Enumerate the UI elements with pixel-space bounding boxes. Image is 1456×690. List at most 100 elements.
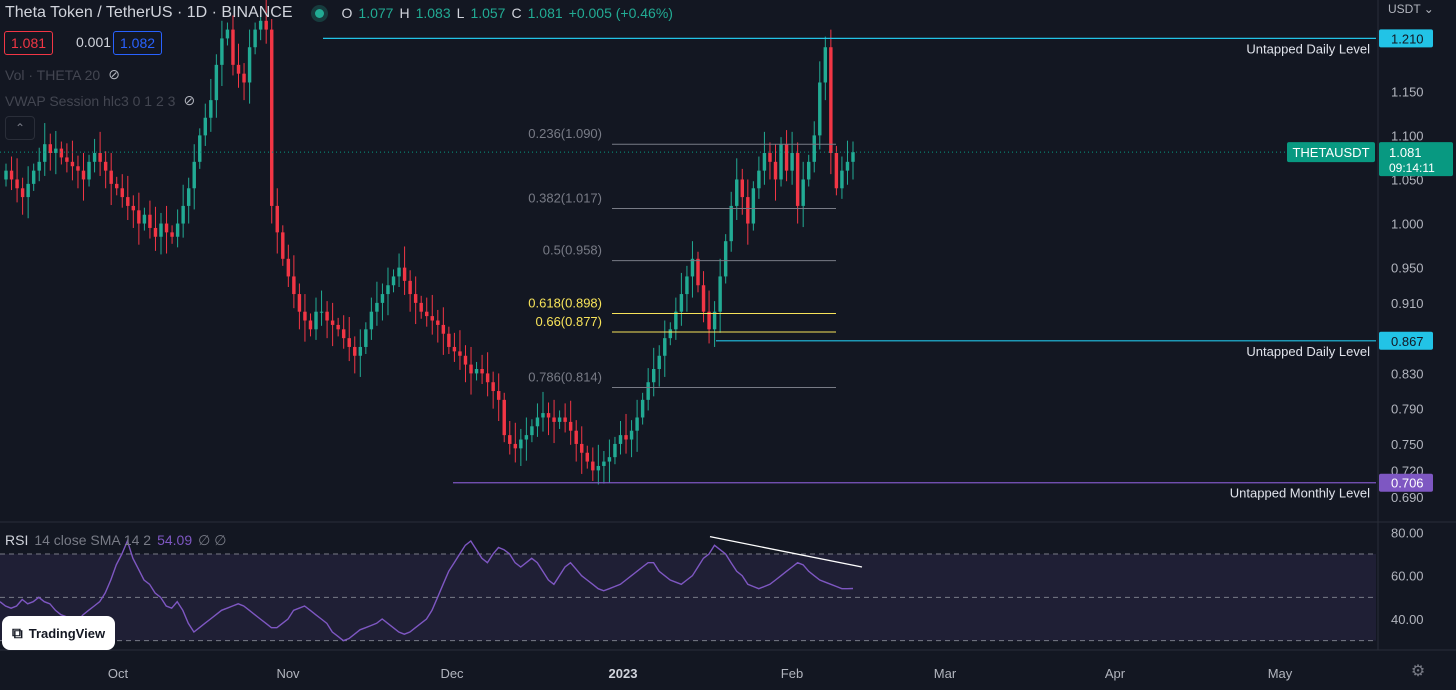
eye-hidden-icon[interactable]: ⊘ xyxy=(183,92,196,108)
candle-body xyxy=(502,399,506,436)
candle-body xyxy=(591,461,595,471)
candle-body xyxy=(806,161,811,180)
rsi-tick-label: 60.00 xyxy=(1391,569,1424,584)
candle-body xyxy=(580,443,584,453)
candle-body xyxy=(508,435,512,444)
candle-body xyxy=(247,47,252,83)
currency-selector[interactable]: USDT ⌄ xyxy=(1388,2,1434,16)
candle-body xyxy=(43,144,47,162)
candle-body xyxy=(596,465,601,471)
chevron-up-icon: ⌃ xyxy=(14,121,26,135)
candle-body xyxy=(552,417,556,422)
candle-body xyxy=(358,346,363,356)
candle-body xyxy=(845,161,850,171)
candle-body xyxy=(485,373,490,383)
candle-body xyxy=(463,355,468,365)
tradingview-logo[interactable]: ⧉ TradingView xyxy=(2,616,116,650)
candle-body xyxy=(87,161,91,180)
rsi-extras: ∅ ∅ xyxy=(198,532,227,548)
candle-body xyxy=(308,320,313,330)
candle-body xyxy=(480,369,484,374)
candle-body xyxy=(148,214,152,228)
candle-body xyxy=(829,47,833,154)
market-open-indicator xyxy=(314,8,324,18)
price-tick-label: 0.950 xyxy=(1391,261,1424,276)
candle-body xyxy=(297,294,302,312)
candle-body xyxy=(436,320,440,325)
eye-hidden-icon[interactable]: ⊘ xyxy=(108,66,120,82)
candle-body xyxy=(4,170,8,180)
level-price-tag xyxy=(1379,473,1433,492)
rsi-legend[interactable]: RSI 14 close SMA 14 2 54.09 ∅ ∅ xyxy=(5,532,226,549)
candle-body xyxy=(790,153,794,171)
candle-body xyxy=(568,421,573,431)
candle-body xyxy=(402,267,407,281)
price-tick-label: 1.050 xyxy=(1391,172,1424,187)
candle-body xyxy=(65,157,69,162)
candle-body xyxy=(115,183,119,189)
high-label: H xyxy=(399,5,410,21)
candle-body xyxy=(812,135,816,162)
candle-body xyxy=(535,417,540,427)
candle-body xyxy=(31,170,36,184)
volume-indicator-legend[interactable]: Vol · THETA 20 ⊘ xyxy=(5,66,120,83)
collapse-legend-button[interactable]: ⌃ xyxy=(5,116,35,140)
candle-body xyxy=(225,29,230,39)
candle-body xyxy=(712,311,717,330)
candle-body xyxy=(762,153,767,171)
candle-body xyxy=(341,329,346,339)
candle-body xyxy=(447,333,451,347)
candle-body xyxy=(635,417,639,431)
candle-body xyxy=(81,170,86,180)
level-price-tag xyxy=(1379,331,1433,350)
candle-body xyxy=(679,294,684,312)
candle-body xyxy=(258,20,263,30)
currency-label: USDT xyxy=(1388,2,1421,16)
buy-button[interactable]: 1.082 xyxy=(113,31,163,55)
open-label: O xyxy=(341,5,353,21)
candle-body xyxy=(131,205,136,211)
candle-body xyxy=(640,399,645,418)
candle-body xyxy=(170,232,174,237)
candle-body xyxy=(519,439,523,449)
candle-body xyxy=(408,280,412,295)
candle-body xyxy=(92,153,97,162)
candle-body xyxy=(48,144,53,154)
open-value: 1.077 xyxy=(358,5,394,21)
chevron-down-icon: ⌄ xyxy=(1423,2,1434,16)
candle-body xyxy=(651,369,656,383)
level-label: Untapped Monthly Level xyxy=(1230,486,1370,501)
vwap-indicator-legend[interactable]: VWAP Session hlc3 0 1 2 3 ⊘ xyxy=(5,92,195,109)
candle-body xyxy=(347,338,351,347)
candle-body xyxy=(430,316,434,321)
time-tick-label: Oct xyxy=(108,666,129,681)
candle-body xyxy=(413,294,418,303)
rsi-value: 54.09 xyxy=(157,532,193,548)
candle-body xyxy=(629,430,634,440)
gear-icon[interactable]: ⚙ xyxy=(1410,663,1426,680)
candle-body xyxy=(768,153,772,162)
volume-indicator-label: Vol · THETA 20 xyxy=(5,66,101,83)
fib-level-label: 0.66(0.877) xyxy=(536,314,603,329)
candle-body xyxy=(236,64,241,74)
price-tick-label: 0.790 xyxy=(1391,402,1424,417)
candle-body xyxy=(735,179,739,206)
spread-value: 0.001 xyxy=(76,34,112,50)
sell-button[interactable]: 1.081 xyxy=(4,31,54,55)
ohlc-values: O 1.077 H 1.083 L 1.057 C 1.081 +0.005 (+0.4… xyxy=(342,5,673,21)
price-tick-label: 1.000 xyxy=(1391,217,1424,232)
candle-body xyxy=(153,227,158,237)
candle-body xyxy=(452,346,457,352)
candle-body xyxy=(397,267,401,277)
fib-level-label: 0.5(0.958) xyxy=(543,243,602,258)
symbol-title[interactable]: Theta Token / TetherUS · 1D · BINANCE xyxy=(5,4,293,21)
candle-body xyxy=(613,443,617,458)
vwap-indicator-label: VWAP Session hlc3 0 1 2 3 xyxy=(5,92,176,109)
price-tick-label: 0.690 xyxy=(1391,490,1424,505)
level-price-value: 0.706 xyxy=(1391,476,1424,491)
time-tick-label: Dec xyxy=(440,666,464,681)
candle-body xyxy=(441,324,446,334)
fib-level-label: 0.786(0.814) xyxy=(528,370,602,385)
